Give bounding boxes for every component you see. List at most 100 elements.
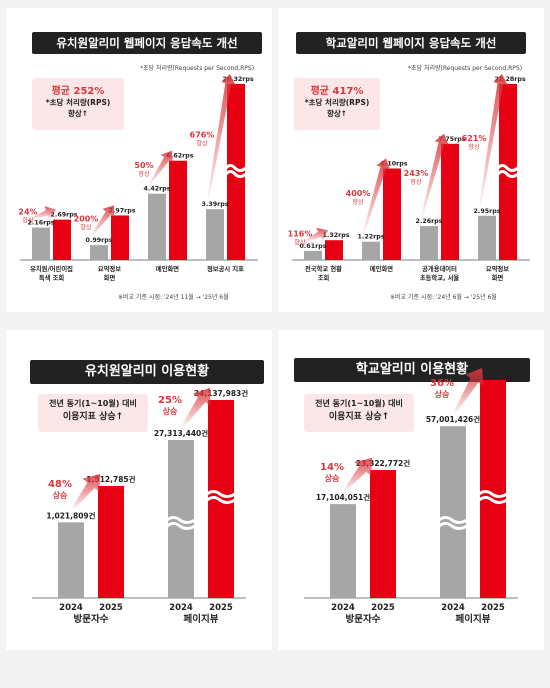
category-label: 정보공시 지표 [207,264,244,273]
callout-line-2: *초당 처리량(RPS) [45,98,111,107]
growth-value: 14% [320,462,344,473]
improvement-word: 향상 [80,223,92,231]
axis-break-mark [496,164,519,172]
bar-before [362,241,380,260]
callout-box: 전년 동기(1~10월) 대비 이용지표 상승↑ [38,394,148,432]
callout-line-1: 전년 동기(1~10월) 대비 [49,399,137,408]
bar-before [206,209,224,260]
improvement-value: 116% [288,230,313,239]
year-label: 2025 [209,603,233,613]
panel-title: 유치원알리미 이용현황 [30,360,264,384]
panel-title: 유치원알리미 웹페이지 응답속도 개선 [32,32,262,54]
data-label-2024: 27,313,440건 [154,428,208,438]
callout-box: 전년 동기(1~10월) 대비 이용지표 상승↑ [304,394,414,432]
growth-arrow [363,158,391,232]
axis-break-mark [166,516,196,524]
category-label: 전국학교 현황 [305,264,342,273]
callout-box: 평균 252% *초당 처리량(RPS) 향상↑ [32,78,124,130]
improvement-word: 향상 [138,170,150,178]
improvement-word: 향상 [196,140,208,148]
data-label-2025: 1,512,785건 [86,474,135,484]
data-label-before: 1.22rps [358,234,385,241]
bar-2024 [330,504,356,598]
bar-after [227,84,245,260]
bar-2024 [58,522,84,598]
callout-line-1: 평균 417% [310,86,364,97]
growth-arrow [453,368,484,413]
year-label: 2025 [371,603,395,613]
callout-line-3: 향상↑ [326,109,348,118]
improvement-word: 향상 [410,178,422,186]
bar-before [420,226,438,260]
axis-break-mark [224,170,247,178]
category-label: 공개용데이터 [422,264,457,273]
callout-line-1: 전년 동기(1~10월) 대비 [315,399,403,408]
axis-break-mark [478,496,508,504]
improvement-value: 24% [18,208,37,217]
data-label-2025: 34,137,983건 [194,388,248,398]
improvement-value: 400% [346,189,371,198]
bar-after [499,84,517,260]
growth-arrow [305,227,328,242]
bar-after [325,240,343,260]
data-label-before: 4.42rps [144,186,171,193]
bar-2024 [440,426,466,598]
callout-line-2: 이용지표 상승↑ [62,412,124,422]
growth-value: 36% [430,378,454,389]
growth-value: 25% [158,395,182,406]
category-label: 유치원/어린이집 [30,264,73,273]
group-label: 방문자수 [346,613,381,625]
data-label-2025: 65,103,812건 [466,368,520,378]
bar-2025 [98,486,124,598]
axis-break-mark [206,496,236,504]
growth-arrow [33,206,56,220]
growth-word: 상승 [325,473,340,483]
improvement-word: 향상 [22,217,34,225]
data-label-after: 26.32rps [222,76,254,83]
data-label-after: 2.97rps [109,207,136,214]
growth-arrow [71,474,100,510]
panel-title: 학교알리미 이용현황 [294,358,530,382]
year-label: 2024 [169,603,193,613]
bar-2025 [480,380,506,598]
growth-word: 상승 [163,406,178,416]
bar-before [148,193,166,260]
data-label-after: 6.62rps [167,153,194,160]
year-label: 2024 [59,603,83,613]
growth-arrow [149,150,173,185]
data-label-after: 21.28rps [494,76,526,83]
improvement-value: 243% [404,169,429,178]
axis-break-mark [438,516,468,524]
data-label-2025: 23,322,772건 [356,458,410,468]
footnote: ※비교 기준 시점: '24년 6월 → '25년 6월 [390,294,497,301]
axis-break-mark [496,170,519,178]
unit-note: *초당 처리량(Requests per Second,RPS) [408,65,523,72]
growth-arrow [91,205,115,236]
data-label-before: 0.61rps [300,243,327,250]
bar-before [304,250,322,260]
data-label-before: 0.99rps [86,237,113,244]
panel-school-speed: 학교알리미 웹페이지 응답속도 개선 *초당 처리량(Requests per … [278,8,544,312]
axis-break-mark [166,522,196,530]
axis-break-mark [438,522,468,530]
data-label-2024: 57,001,426건 [426,414,480,424]
bar-after [169,160,187,260]
panel-school-usage: 학교알리미 이용현황 전년 동기(1~10월) 대비 이용지표 상승↑ 17,1… [278,330,544,650]
data-label-before: 2.95rps [474,208,501,215]
improvement-word: 향상 [294,239,306,247]
growth-arrow [479,74,508,206]
data-label-after: 2.69rps [51,212,78,219]
callout-line-2: 이용지표 상승↑ [328,412,390,422]
group-label: 방문자수 [74,613,109,625]
data-label-2024: 17,104,051건 [316,492,370,502]
axis-break-mark [478,490,508,498]
category-label: 초등학교, 서울 [420,273,460,282]
year-label: 2025 [99,603,123,613]
data-label-before: 3.39rps [202,201,229,208]
improvement-value: 621% [462,134,487,143]
bar-after [383,168,401,260]
callout-line-3: 향상↑ [67,109,89,118]
